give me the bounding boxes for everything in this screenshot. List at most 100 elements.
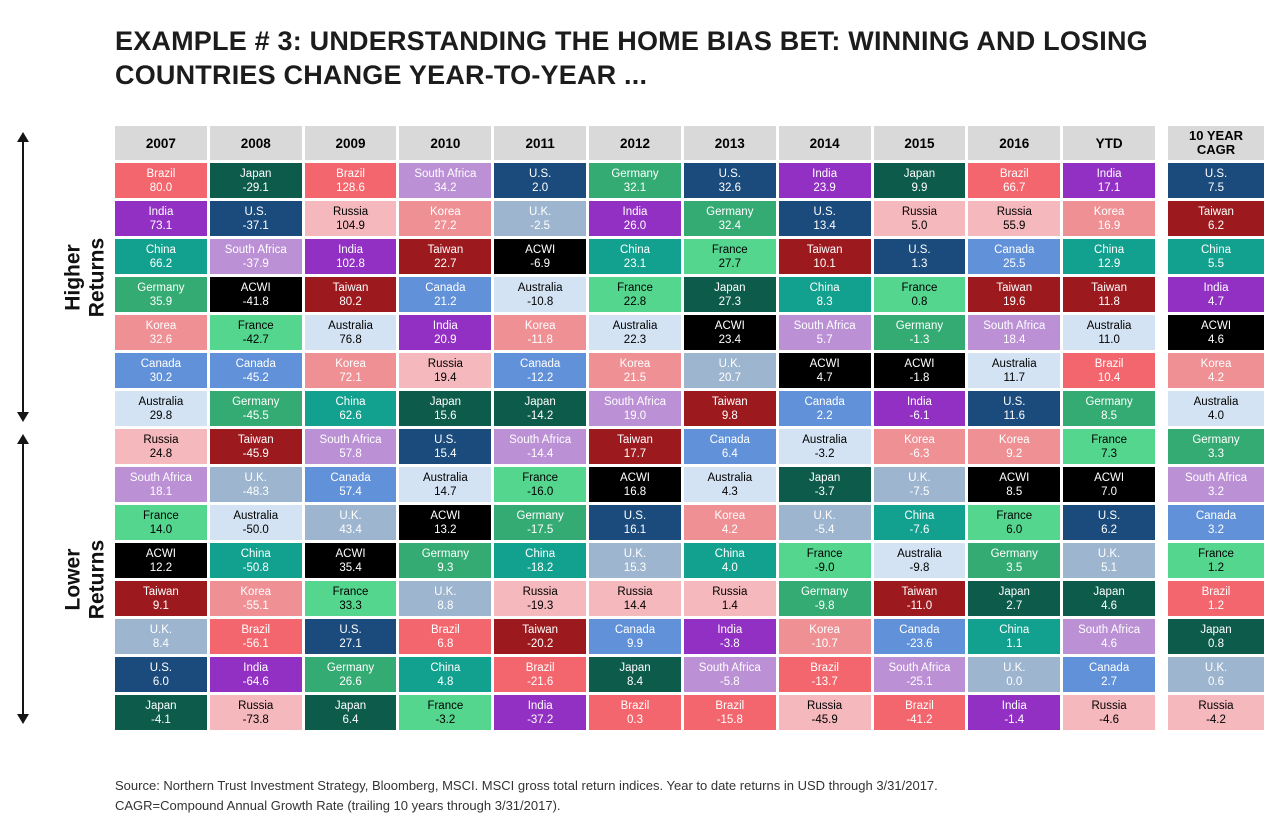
cell-return-value: -45.9 bbox=[242, 447, 269, 460]
page-title: EXAMPLE # 3: UNDERSTANDING THE HOME BIAS… bbox=[115, 24, 1280, 92]
cagr-cell: France 1.2 bbox=[1168, 543, 1264, 579]
cell-return-value: 0.8 bbox=[1208, 637, 1224, 650]
cell-return-value: 11.0 bbox=[1098, 333, 1120, 346]
cell-country-label: India bbox=[622, 205, 648, 218]
cagr-cell: U.S. 7.5 bbox=[1168, 163, 1264, 199]
cell-country-label: Japan bbox=[1093, 585, 1125, 598]
quilt-cell: India 23.9 bbox=[778, 163, 871, 199]
quilt-cell: Canada 6.4 bbox=[683, 429, 776, 465]
quilt-cell: France 33.3 bbox=[304, 581, 397, 617]
cell-return-value: 15.6 bbox=[434, 409, 457, 422]
quilt-cell: South Africa -37.9 bbox=[209, 239, 302, 275]
cell-return-value: 1.2 bbox=[1208, 599, 1224, 612]
cell-return-value: -3.7 bbox=[814, 485, 835, 498]
cagr-cell: Taiwan 6.2 bbox=[1168, 201, 1264, 237]
cell-country-label: Australia bbox=[897, 547, 942, 560]
quilt-cell: South Africa 18.1 bbox=[115, 467, 207, 503]
quilt-cell: U.S. 6.2 bbox=[1063, 505, 1155, 541]
cell-return-value: 8.5 bbox=[1006, 485, 1023, 498]
cell-return-value: -1.8 bbox=[909, 371, 930, 384]
cell-return-value: 6.0 bbox=[1006, 523, 1023, 536]
cell-return-value: -5.8 bbox=[719, 675, 740, 688]
cell-country-label: Canada bbox=[235, 357, 276, 370]
cell-return-value: 1.2 bbox=[1208, 561, 1224, 574]
cell-return-value: -37.2 bbox=[527, 713, 554, 726]
quilt-cell: Russia -73.8 bbox=[209, 695, 302, 731]
quilt-cell: China -7.6 bbox=[873, 505, 966, 541]
quilt-cell: South Africa -25.1 bbox=[873, 657, 966, 693]
cell-country-label: Brazil bbox=[146, 167, 176, 180]
cell-country-label: U.S. bbox=[339, 623, 362, 636]
cell-return-value: 13.2 bbox=[434, 523, 457, 536]
cell-return-value: 4.2 bbox=[1208, 371, 1224, 384]
cell-country-label: India bbox=[1001, 699, 1027, 712]
year-header: 2012 bbox=[589, 126, 681, 161]
quilt-cell: Korea -10.7 bbox=[778, 619, 871, 655]
quilt-cell: France -16.0 bbox=[494, 467, 587, 503]
cell-country-label: ACWI bbox=[145, 547, 176, 560]
cell-country-label: Taiwan bbox=[522, 623, 559, 636]
quilt-cell: Australia 11.7 bbox=[968, 353, 1061, 389]
cell-return-value: 80.2 bbox=[339, 295, 362, 308]
quilt-cell: Canada -23.6 bbox=[873, 619, 966, 655]
cell-country-label: U.K. bbox=[1097, 547, 1121, 560]
cell-country-label: South Africa bbox=[793, 319, 856, 332]
cell-return-value: 24.8 bbox=[149, 447, 173, 460]
cell-return-value: -4.2 bbox=[1206, 713, 1226, 726]
cell-return-value: -7.5 bbox=[909, 485, 930, 498]
cell-country-label: ACWI bbox=[335, 547, 366, 560]
cell-return-value: 32.4 bbox=[718, 219, 741, 232]
cell-return-value: 33.3 bbox=[339, 599, 362, 612]
cell-country-label: U.K. bbox=[434, 585, 457, 598]
quilt-cell: Taiwan -45.9 bbox=[209, 429, 302, 465]
cell-return-value: -55.1 bbox=[242, 599, 269, 612]
cell-return-value: 14.4 bbox=[623, 599, 647, 612]
quilt-cell: Taiwan 80.2 bbox=[304, 277, 397, 313]
arrow-head-down bbox=[17, 411, 29, 422]
cell-return-value: 11.8 bbox=[1098, 295, 1120, 308]
quilt-cell: France 27.7 bbox=[683, 239, 776, 275]
quilt-cell: India -6.1 bbox=[873, 391, 966, 427]
quilt-cell: South Africa 19.0 bbox=[589, 391, 681, 427]
quilt-cell: U.K. 0.0 bbox=[968, 657, 1061, 693]
cell-return-value: -14.4 bbox=[527, 447, 554, 460]
cell-return-value: 4.8 bbox=[437, 675, 454, 688]
quilt-cell: Taiwan 17.7 bbox=[589, 429, 681, 465]
quilt-cell: China 8.3 bbox=[778, 277, 871, 313]
cagr-cell: South Africa 3.2 bbox=[1168, 467, 1264, 503]
quilt-cell: Japan 15.6 bbox=[399, 391, 492, 427]
cell-return-value: 15.3 bbox=[623, 561, 647, 574]
cell-country-label: Canada bbox=[994, 243, 1035, 256]
quilt-cell: Japan 27.3 bbox=[683, 277, 776, 313]
quilt-cell: Canada 9.9 bbox=[589, 619, 681, 655]
quilt-cell: China -18.2 bbox=[494, 543, 587, 579]
cell-return-value: -2.5 bbox=[530, 219, 551, 232]
quilt-cell: Canada 57.4 bbox=[304, 467, 397, 503]
cell-return-value: -42.7 bbox=[242, 333, 269, 346]
quilt-cell: Australia -10.8 bbox=[494, 277, 587, 313]
cell-country-label: Australia bbox=[138, 395, 184, 408]
cell-return-value: 0.3 bbox=[626, 713, 643, 726]
quilt-cell: U.S. 13.4 bbox=[778, 201, 871, 237]
cell-return-value: -16.0 bbox=[527, 485, 554, 498]
quilt-cell: Germany 9.3 bbox=[399, 543, 492, 579]
cell-return-value: 6.4 bbox=[721, 447, 738, 460]
quilt-cell: Japan 2.7 bbox=[968, 581, 1061, 617]
cell-return-value: 26.6 bbox=[339, 675, 362, 688]
cell-country-label: China bbox=[1094, 243, 1125, 256]
cell-country-label: Korea bbox=[619, 357, 651, 370]
cagr-column: 10 YEAR CAGR U.S. 7.5 Taiwan 6.2 China 5.5 Ind… bbox=[1168, 126, 1264, 731]
quilt-cell: Korea -11.8 bbox=[494, 315, 587, 351]
cell-country-label: France bbox=[1198, 547, 1234, 560]
quilt-cell: ACWI 13.2 bbox=[399, 505, 492, 541]
cell-country-label: Canada bbox=[1088, 661, 1130, 674]
cell-return-value: 7.0 bbox=[1101, 485, 1118, 498]
quilt-cell: ACWI 7.0 bbox=[1063, 467, 1155, 503]
cagr-cell: Japan 0.8 bbox=[1168, 619, 1264, 655]
quilt-cell: Brazil 66.7 bbox=[968, 163, 1061, 199]
quilt-cell: China 66.2 bbox=[115, 239, 207, 275]
cagr-cell: Australia 4.0 bbox=[1168, 391, 1264, 427]
quilt-cell: U.S. 11.6 bbox=[968, 391, 1061, 427]
quilt-cell: ACWI -41.8 bbox=[209, 277, 302, 313]
cell-country-label: Taiwan bbox=[711, 395, 748, 408]
